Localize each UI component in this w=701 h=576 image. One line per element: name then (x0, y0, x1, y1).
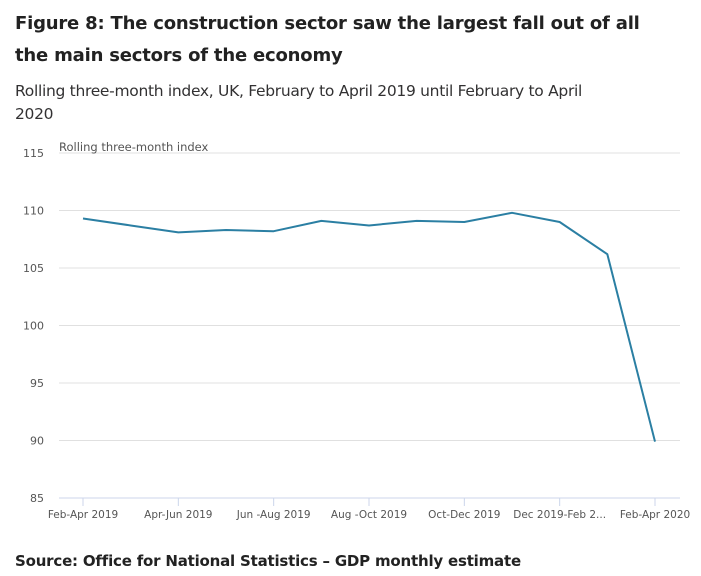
series-group (82, 211, 656, 442)
y-tick-label: 85 (30, 492, 44, 505)
chart-subtitle: Rolling three-month index, UK, February … (15, 82, 583, 123)
y-axis-label: Rolling three-month index (59, 140, 209, 154)
gridlines (59, 152, 680, 441)
series-line-construction (82, 211, 656, 442)
chart-title: Figure 8: The construction sector saw th… (15, 13, 640, 66)
x-axis: Feb-Apr 2019 Apr-Jun 2019 Jun -Aug 2019 Aug… (48, 497, 690, 521)
line-chart: 85 90 95 100 105 110 115 Rolling three-month i… (23, 140, 690, 521)
x-tick-label: Dec 2019-Feb 2... (513, 509, 606, 521)
x-tick-label: Aug -Oct 2019 (331, 509, 407, 521)
x-tick-label: Jun -Aug 2019 (236, 509, 311, 521)
y-tick-label: 100 (23, 320, 44, 333)
y-tick-label: 105 (23, 262, 44, 275)
x-tick-label: Feb-Apr 2020 (620, 509, 690, 521)
source-note: Source: Office for National Statistics –… (15, 552, 521, 570)
y-tick-label: 115 (23, 147, 44, 160)
y-tick-label: 110 (23, 205, 44, 218)
y-tick-label: 90 (30, 435, 44, 448)
x-tick-label: Feb-Apr 2019 (48, 509, 118, 521)
y-tick-label: 95 (30, 377, 44, 390)
x-tick-label: Oct-Dec 2019 (428, 509, 500, 521)
x-tick-label: Apr-Jun 2019 (144, 509, 212, 521)
y-axis-ticks: 85 90 95 100 105 110 115 (23, 147, 44, 505)
